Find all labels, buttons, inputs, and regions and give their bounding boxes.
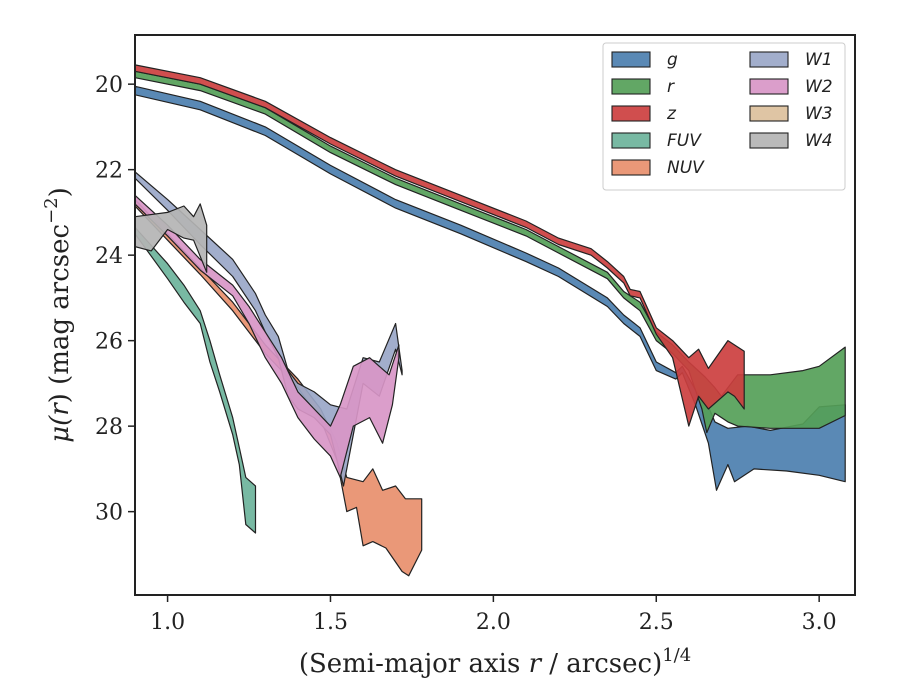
legend-label: z	[666, 104, 677, 124]
y-tick-label: 28	[95, 415, 123, 440]
x-tick-label: 1.5	[313, 610, 348, 635]
y-axis-title-part: )	[45, 187, 75, 197]
legend-label: W1	[805, 50, 833, 70]
x-tick-label: 3.0	[802, 610, 837, 635]
legend-label: W3	[805, 104, 833, 124]
y-axis-title-mu: μ(	[45, 415, 75, 443]
series-band-g	[135, 85, 846, 491]
x-tick-label: 2.0	[476, 610, 511, 635]
legend-item-w1: W1	[749, 50, 833, 70]
y-tick-label: 20	[95, 73, 123, 98]
series-band-z	[135, 64, 745, 427]
legend-swatch	[611, 105, 651, 122]
x-axis-title-var: r	[529, 649, 543, 679]
legend-swatch	[749, 105, 789, 122]
legend-swatch	[611, 132, 651, 149]
legend-swatch	[611, 51, 651, 68]
legend-swatch	[611, 78, 651, 95]
legend-swatch	[749, 78, 789, 95]
legend-item-w3: W3	[749, 104, 833, 124]
legend-label: W4	[805, 131, 833, 151]
legend-swatch	[749, 51, 789, 68]
legend-label: g	[667, 50, 678, 70]
x-tick-label: 1.0	[150, 610, 185, 635]
legend-label: W2	[805, 77, 833, 97]
y-axis-title-exponent: −2	[41, 197, 62, 224]
legend-swatch	[611, 159, 651, 176]
x-tick-label: 2.5	[639, 610, 674, 635]
legend-item-fuv: FUV	[611, 131, 702, 151]
x-axis-title-exponent: 1/4	[662, 645, 691, 666]
legend: grz FUV NUV W1 W2 W3 W4	[602, 42, 846, 191]
series-layer	[135, 64, 846, 577]
series-band-w4	[135, 203, 208, 273]
legend-item-z: z	[611, 104, 677, 124]
y-tick-label: 22	[95, 159, 123, 184]
series-band-fuv	[135, 226, 257, 534]
legend-item-r: r	[611, 77, 675, 97]
legend-item-g: g	[611, 50, 678, 70]
legend-item-w2: W2	[749, 77, 833, 97]
y-axis-title-var: r	[45, 402, 75, 416]
x-axis-title: (Semi-major axis r / arcsec)1/4	[299, 645, 691, 679]
legend-swatch	[749, 132, 789, 149]
plot-frame	[134, 34, 856, 596]
y-axis-title-part: ) (mag arcsec	[45, 224, 75, 403]
y-tick-label: 30	[95, 501, 123, 526]
legend-label: NUV	[667, 158, 705, 178]
x-axis-title-part: / arcsec)	[541, 649, 662, 679]
ticks-layer: 1.0 1.5 2.0 2.5 3.0 20 22 24 26 28 30	[95, 73, 837, 635]
series-band-w2	[135, 194, 400, 478]
y-axis-title: μ(r) (mag arcsec−2)	[41, 187, 75, 443]
legend-item-nuv: NUV	[611, 158, 705, 178]
legend-label: FUV	[667, 131, 702, 151]
y-tick-label: 24	[95, 244, 123, 269]
legend-item-w4: W4	[749, 131, 833, 151]
legend-label: r	[667, 77, 675, 97]
x-axis-title-part: (Semi-major axis	[299, 649, 529, 679]
y-tick-label: 26	[95, 330, 123, 355]
